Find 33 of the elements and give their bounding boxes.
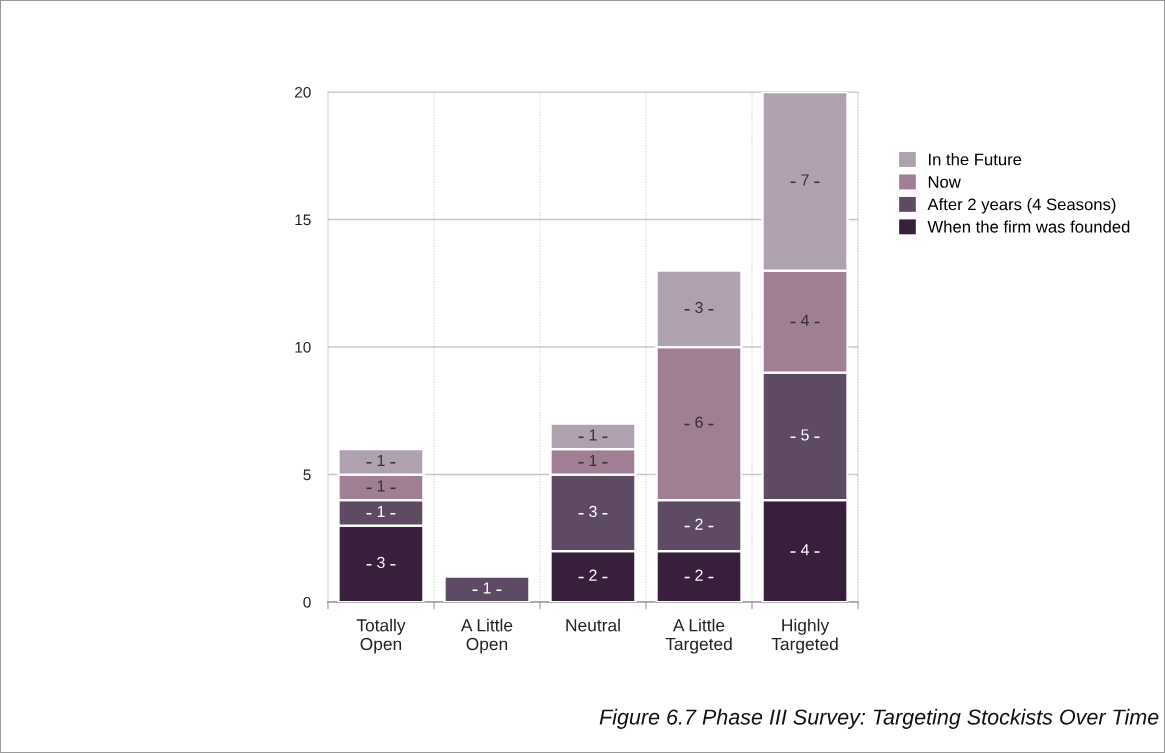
data-label: 6 <box>695 416 703 428</box>
caption: Figure 6.7 Phase III Survey: Targeting Stockists Over Time <box>599 708 1159 729</box>
data-label: 3 <box>695 301 703 314</box>
data-label: 2 <box>695 569 703 581</box>
data-label: 1 <box>483 582 491 594</box>
data-label: 5 <box>801 429 809 441</box>
data-label: 4 <box>800 314 809 326</box>
y-tick-label: 5 <box>303 469 311 481</box>
y-tick-label: 15 <box>295 214 311 226</box>
data-label: 1 <box>589 454 597 466</box>
legend-label: When the firm was founded <box>927 220 1130 233</box>
data-label: 1 <box>589 429 597 441</box>
x-tick-label: Highly Targeted <box>771 618 838 654</box>
data-label: 2 <box>695 518 703 530</box>
data-label: 1 <box>377 454 385 466</box>
y-tick-label: 20 <box>295 86 311 98</box>
data-label: 2 <box>589 569 597 581</box>
y-tick-label: 10 <box>295 341 311 353</box>
legend-label: In the Future <box>929 153 1022 166</box>
data-label: 4 <box>800 544 809 556</box>
x-tick-label: Totally Open <box>356 618 406 654</box>
legend-label: Now <box>928 176 961 188</box>
x-tick-label: A Little Open <box>460 618 513 654</box>
data-label: 1 <box>377 480 385 492</box>
data-label: 3 <box>377 556 385 569</box>
data-label: 3 <box>589 505 597 518</box>
x-tick-label: A Little Targeted <box>665 618 732 654</box>
legend-label: After 2 years (4 Seasons) <box>927 198 1116 214</box>
y-tick-label: 0 <box>303 596 311 608</box>
data-label: 7 <box>801 174 809 186</box>
x-tick-label: Neutral <box>566 618 620 632</box>
bar <box>443 575 531 603</box>
data-label: 1 <box>377 505 385 517</box>
